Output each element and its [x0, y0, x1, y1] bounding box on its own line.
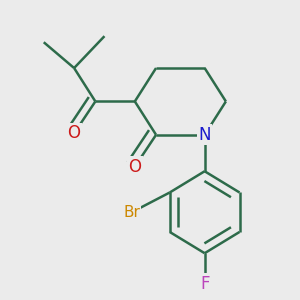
Text: O: O — [128, 158, 141, 176]
Text: O: O — [68, 124, 81, 142]
Text: N: N — [198, 126, 211, 144]
Text: F: F — [200, 274, 209, 292]
Text: Br: Br — [123, 205, 140, 220]
